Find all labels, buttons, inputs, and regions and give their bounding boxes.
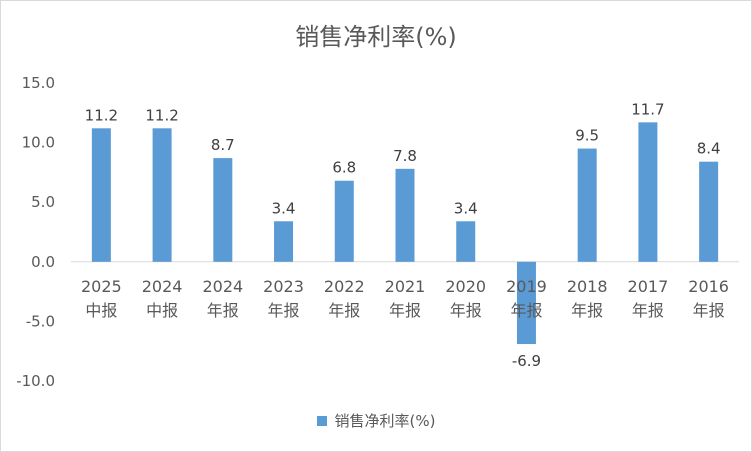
x-tick-label-period: 年报 — [389, 301, 421, 320]
bar — [334, 180, 354, 262]
data-label: 7.8 — [393, 147, 417, 165]
legend-swatch — [316, 415, 327, 426]
x-tick-label-period: 年报 — [510, 301, 542, 320]
x-tick-label-year: 2019 — [506, 277, 547, 296]
legend-label: 销售净利率(%) — [334, 412, 436, 430]
x-tick-label-period: 年报 — [268, 301, 300, 320]
bar — [274, 221, 294, 262]
bar — [699, 161, 719, 262]
x-tick-label-period: 年报 — [632, 301, 664, 320]
x-tick-label-year: 2018 — [567, 277, 608, 296]
x-tick-label-period: 年报 — [328, 301, 360, 320]
x-tick-label-year: 2022 — [324, 277, 365, 296]
data-label: 3.4 — [272, 199, 296, 217]
x-tick-label-period: 年报 — [693, 301, 725, 320]
x-tick-label-year: 2020 — [445, 277, 486, 296]
chart-title: 销售净利率(%) — [295, 23, 457, 51]
bar — [456, 221, 476, 262]
x-tick-label-year: 2024 — [142, 277, 183, 296]
bar — [152, 128, 172, 262]
data-label: 8.7 — [211, 136, 235, 154]
data-label: 11.2 — [145, 106, 178, 124]
bar — [516, 261, 536, 345]
y-tick-label: 5.0 — [31, 193, 55, 211]
data-label: -6.9 — [512, 352, 541, 370]
data-label: 11.2 — [85, 106, 118, 124]
y-tick-label: -10.0 — [16, 372, 55, 390]
x-tick-label-year: 2021 — [385, 277, 426, 296]
y-tick-label: 0.0 — [31, 253, 55, 271]
x-tick-label-period: 中报 — [146, 301, 178, 320]
x-tick-label-year: 2025 — [81, 277, 122, 296]
bar — [577, 148, 597, 262]
data-label: 11.7 — [631, 100, 664, 118]
x-tick-label-year: 2024 — [202, 277, 243, 296]
legend: 销售净利率(%) — [1, 410, 751, 431]
x-tick-label-period: 年报 — [207, 301, 239, 320]
bar — [91, 128, 111, 262]
bar — [213, 158, 233, 262]
x-tick-label-year: 2016 — [688, 277, 729, 296]
x-tick-label-year: 2023 — [263, 277, 304, 296]
data-label: 8.4 — [697, 140, 721, 158]
y-tick-label: 10.0 — [22, 134, 55, 152]
y-tick-label: -5.0 — [26, 312, 55, 330]
x-tick-label-year: 2017 — [628, 277, 669, 296]
bar — [395, 168, 415, 262]
x-tick-label-period: 年报 — [450, 301, 482, 320]
data-label: 6.8 — [332, 159, 356, 177]
data-label: 3.4 — [454, 199, 478, 217]
x-tick-label-period: 年报 — [571, 301, 603, 320]
x-tick-label-period: 中报 — [85, 301, 117, 320]
bar — [638, 122, 658, 262]
y-tick-label: 15.0 — [22, 74, 55, 92]
data-label: 9.5 — [575, 127, 599, 145]
